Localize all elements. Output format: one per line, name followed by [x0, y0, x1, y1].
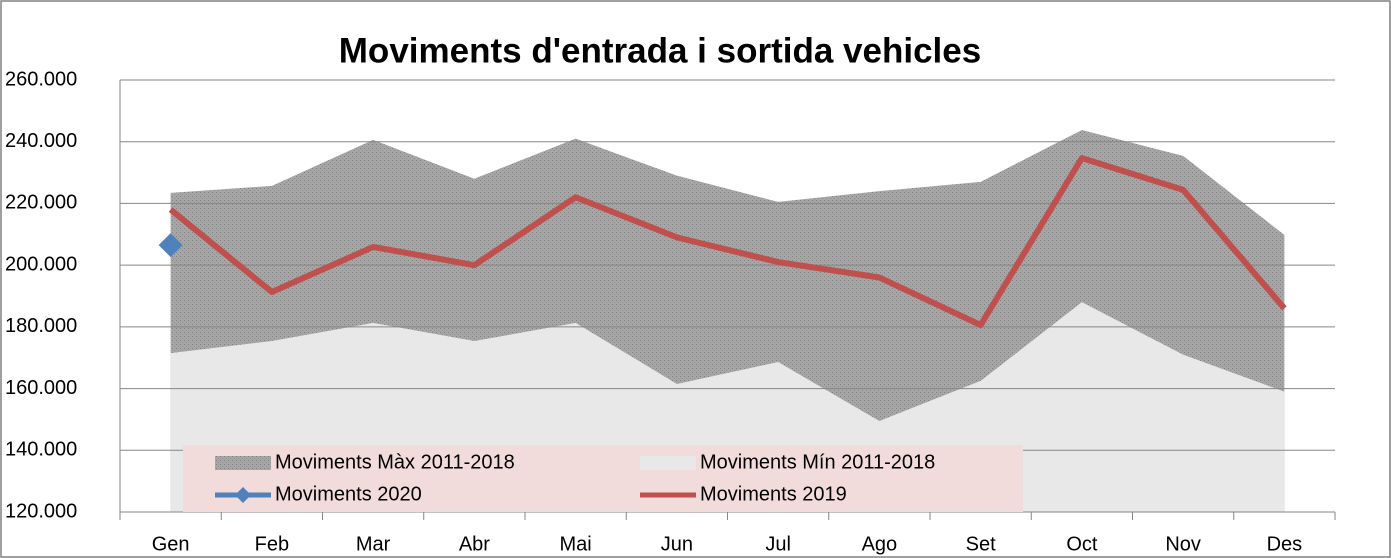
x-tick-label: Feb	[255, 533, 289, 555]
line	[168, 155, 1287, 329]
y-tick-label: 260.000	[5, 68, 77, 90]
x-tick-label: Ago	[862, 533, 898, 555]
x-tick-label: Jun	[661, 533, 693, 555]
y-tick-label: 180.000	[5, 315, 77, 337]
x-tick-label: Gen	[152, 533, 190, 555]
x-tick-label: Des	[1267, 533, 1303, 555]
chart-title: Moviments d'entrada i sortida vehicles	[339, 31, 981, 70]
legend-label: Moviments 2020	[275, 483, 422, 505]
legend-box	[183, 445, 1023, 512]
y-tick-label: 200.000	[5, 253, 77, 275]
legend: Moviments Màx 2011-2018 Moviments Mín 201…	[183, 445, 1023, 512]
marker	[158, 233, 183, 258]
x-tick-label: Jul	[765, 533, 791, 555]
y-tick-label: 240.000	[5, 130, 77, 152]
x-tick-label: Mai	[560, 533, 592, 555]
y-tick-label: 140.000	[5, 439, 77, 461]
legend-label: Moviments 2019	[700, 483, 847, 505]
x-tick-label: Nov	[1165, 533, 1201, 555]
y-tick-label: 220.000	[5, 192, 77, 214]
y-tick-label: 120.000	[5, 500, 77, 522]
legend-marker	[235, 487, 251, 503]
y-tick-label: 160.000	[5, 377, 77, 399]
legend-label: Moviments Mín 2011-2018	[700, 451, 935, 473]
x-tick-label: Abr	[459, 533, 490, 555]
legend-swatch	[215, 456, 271, 470]
x-tick-label: Set	[966, 533, 996, 555]
x-tick-label: Mar	[356, 533, 391, 555]
legend-label: Moviments Màx 2011-2018	[275, 451, 515, 473]
plot-area: Moviments Màx 2011-2018 Moviments Mín 201…	[119, 79, 1336, 520]
legend-swatch	[640, 456, 696, 470]
x-tick-label: Oct	[1066, 533, 1098, 555]
